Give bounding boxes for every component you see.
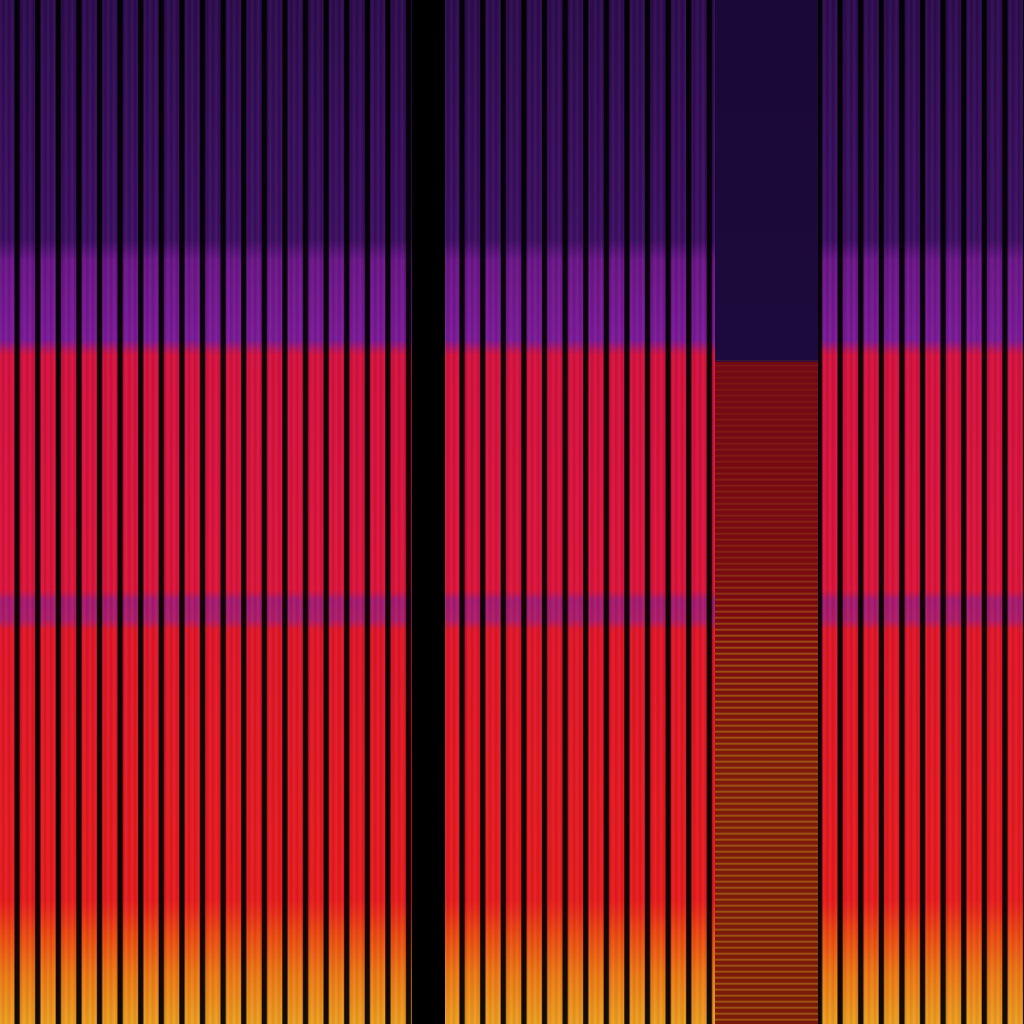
spectrogram-segment xyxy=(818,0,1024,1024)
noise-segment-shade xyxy=(715,362,818,1024)
spectrogram-segment xyxy=(0,0,412,1024)
silence-gap xyxy=(412,0,445,1024)
spectrogram-segment xyxy=(445,0,715,1024)
